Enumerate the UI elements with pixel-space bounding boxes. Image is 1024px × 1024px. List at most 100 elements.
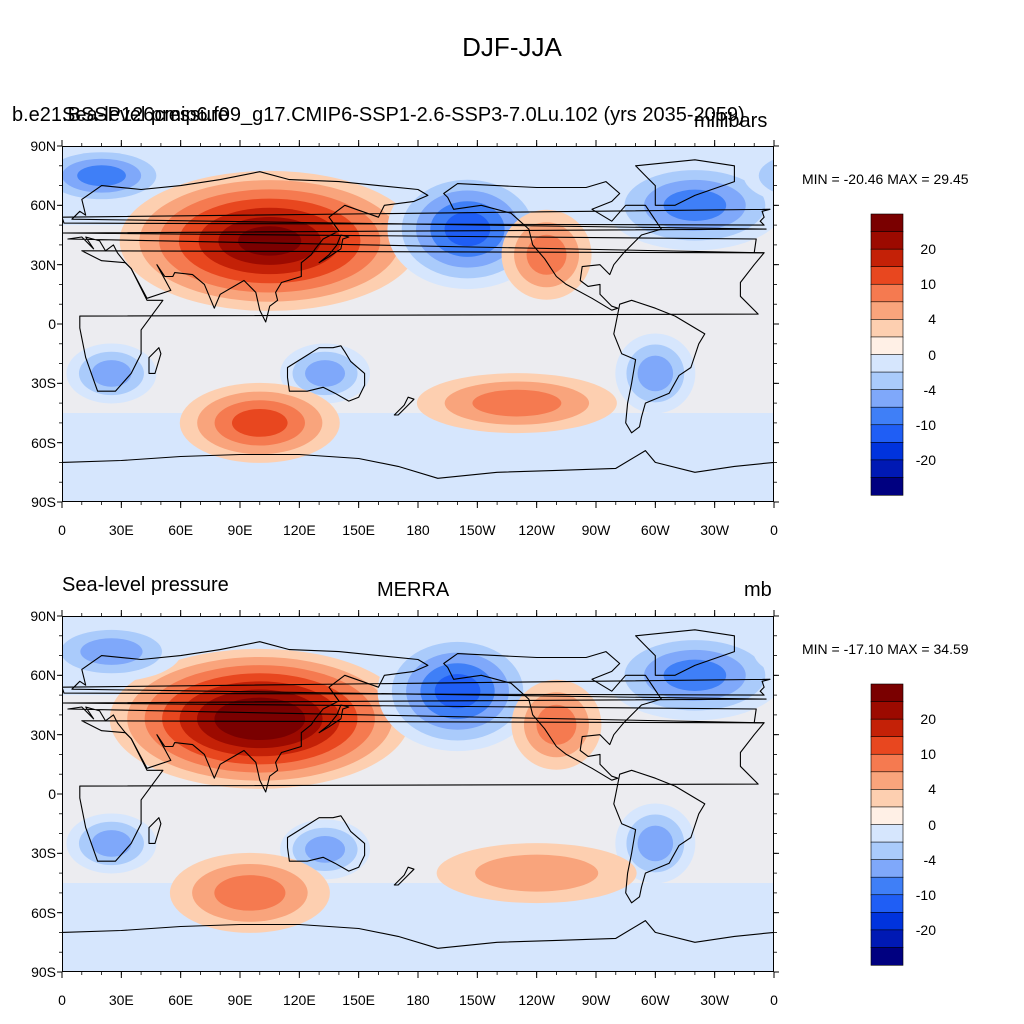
panel-2-s-africa-low-contour-3 [91, 830, 132, 857]
panel-1-new-zealand-coastline [393, 396, 415, 416]
panel-1-greenland-coastline [635, 159, 735, 206]
panel-1-min-max: MIN = -20.46 MAX = 29.45 [802, 171, 969, 187]
panel-2-new-zealand-coastline [393, 866, 415, 886]
lon-label: 0 [58, 992, 66, 1008]
panel-2-min-max: MIN = -17.10 MAX = 34.59 [802, 641, 969, 657]
panel-1-antarctica-coastline [62, 450, 774, 479]
colorbar-1-label: 0 [928, 346, 936, 363]
panel-1-n-atlantic-low-contour-4 [663, 189, 727, 221]
lat-label: 60N [30, 197, 56, 214]
lon-label: 120E [282, 522, 316, 538]
panel-2-australia-low-contour-3 [305, 836, 346, 863]
panel-2-australia-coastline [286, 815, 366, 872]
lat-label: 30S [31, 845, 56, 862]
panel-1-asian-high-contour-7 [238, 226, 302, 256]
panel-2-s-indian-ocean-high-contour-3 [214, 875, 286, 911]
panel-1-arctic-europe-low-wrap-contour-2 [758, 159, 774, 192]
panel-2-north-america-coastline [443, 651, 662, 781]
lon-label: 90E [227, 522, 253, 538]
panel-2-greenland-coastline [635, 629, 735, 676]
panel-2-variable-title: Sea-level pressure [62, 574, 229, 596]
panel-2-antarctica-coastline [62, 920, 774, 949]
lon-label: 90W [581, 992, 611, 1008]
lon-label: 150W [459, 992, 496, 1008]
panel-2-coastlines [62, 629, 774, 949]
colorbar-1-label: 20 [920, 241, 936, 258]
lon-label: 30E [108, 522, 134, 538]
lat-label: 30S [31, 375, 56, 392]
colorbar-1-box [870, 477, 904, 496]
panel-1-contours [62, 146, 774, 502]
panel-2-frame [62, 616, 774, 972]
panel-1-north-america-coastline [443, 181, 662, 311]
lon-label: 90W [581, 522, 611, 538]
lat-label: 90N [30, 138, 56, 154]
panel-1-s-indian-ocean-high-contour-4 [231, 408, 288, 437]
colorbar-model [870, 213, 904, 496]
lon-label: 180 [406, 992, 430, 1008]
lon-label: 150E [342, 522, 375, 538]
panel-1-arctic-europe-low-contour-4 [77, 165, 126, 187]
lon-label: 60W [640, 992, 670, 1008]
panel-1-s-pacific-high-contour-3 [472, 389, 562, 417]
lat-label: 0 [48, 316, 56, 332]
panel-2-dataset-title: MERRA [377, 579, 450, 601]
map-panel-merra [62, 616, 774, 972]
panel-2-south-america-coastline [613, 769, 706, 904]
lat-label: 60N [30, 667, 56, 684]
lon-label: 150W [459, 522, 496, 538]
colorbar-2-label: 0 [928, 816, 936, 833]
lon-label: 60W [640, 522, 670, 538]
lat-label: 90N [30, 608, 56, 624]
lon-label: 0 [58, 522, 66, 538]
lat-label: 60S [31, 904, 56, 921]
panel-1-coastlines [62, 159, 774, 479]
colorbar-2-label: 20 [920, 711, 936, 728]
panel-2-arctic-europe-low-wrap-contour-1 [753, 630, 774, 673]
panel-2-s-america-low-contour-3 [637, 825, 674, 862]
colorbar-2-label: -4 [923, 851, 936, 868]
colorbar-2-label: 10 [920, 746, 936, 763]
lon-label: 180 [406, 522, 430, 538]
colorbar-2-box [870, 947, 904, 966]
panel-1-madagascar-coastline [148, 347, 162, 374]
colorbar-1-label: 10 [920, 276, 936, 293]
panel-1-australia-coastline [286, 345, 366, 402]
panel-1-s-africa-low-contour-3 [91, 360, 132, 387]
lon-label: 0 [770, 992, 778, 1008]
colorbar-merra [870, 683, 904, 966]
panel-1-case-title: b.e21.BSSP126cmip6.f09_g17.CMIP6-SSP1-2.… [12, 104, 745, 126]
lon-label: 0 [770, 522, 778, 538]
lat-label: 30N [30, 256, 56, 273]
panel-2-uk-coastline [62, 678, 771, 696]
lon-label: 120W [518, 992, 555, 1008]
lon-label: 60E [168, 522, 194, 538]
panel-1-africa-coastline [79, 250, 765, 392]
panel-1-eurasia-coastline [62, 171, 767, 323]
lon-label: 150E [342, 992, 375, 1008]
panel-1-japan-coastline [318, 234, 350, 264]
colorbar-1-box [870, 213, 904, 233]
lon-label: 120E [282, 992, 316, 1008]
lat-label: 30N [30, 726, 56, 743]
lon-label: 30W [700, 992, 730, 1008]
lon-label: 90E [227, 992, 253, 1008]
panel-1-units: millibars [694, 110, 768, 132]
lon-label: 60E [168, 992, 194, 1008]
lon-label: 30W [700, 522, 730, 538]
panel-2-s-pacific-high-contour-2 [475, 854, 599, 892]
panel-1-frame [62, 146, 774, 502]
lon-label: 30E [108, 992, 134, 1008]
panel-2-japan-coastline [318, 704, 350, 734]
map-panel-model [62, 146, 774, 502]
panel-1-south-america-coastline [613, 299, 706, 434]
main-title: DJF-JJA [462, 32, 562, 62]
colorbar-2-box [870, 683, 904, 703]
panel-1-uk-coastline [62, 208, 771, 226]
colorbar-1-label: -10 [915, 416, 936, 433]
lat-label: 60S [31, 434, 56, 451]
colorbar-2-label: -20 [915, 921, 936, 938]
colorbar-2-label: 4 [928, 781, 936, 798]
lon-label: 120W [518, 522, 555, 538]
